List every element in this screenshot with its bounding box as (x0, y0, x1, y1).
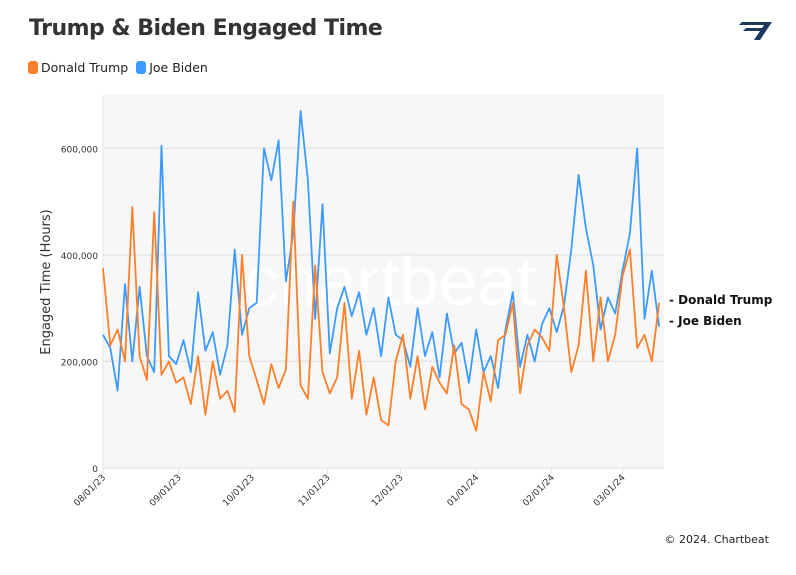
legend-label: Joe Biden (149, 60, 208, 75)
x-tick-label: 03/01/24 (592, 473, 628, 509)
end-label: - Joe Biden (669, 314, 742, 328)
series-line-joe-biden (102, 110, 660, 392)
x-tick-label: 09/01/23 (148, 473, 184, 509)
legend-label: Donald Trump (41, 60, 129, 75)
plot-area (103, 95, 664, 468)
legend-item-biden[interactable]: Joe Biden (136, 60, 208, 75)
x-tick-label: 01/01/24 (446, 473, 482, 509)
x-tick-label: 11/01/23 (297, 473, 333, 509)
footer-copyright: © 2024. Chartbeat (664, 533, 769, 546)
x-tick-label: 12/01/23 (370, 473, 406, 509)
legend-swatch (28, 61, 38, 74)
legend-item-trump[interactable]: Donald Trump (28, 60, 128, 75)
legend: Donald Trump Joe Biden (28, 60, 208, 75)
y-tick-label: 400,000 (61, 252, 98, 262)
x-tick-label: 08/01/23 (72, 473, 108, 509)
x-tick-label: 10/01/23 (221, 473, 257, 509)
chart-title: Trump & Biden Engaged Time (29, 16, 383, 41)
series-line-donald-trump (102, 200, 660, 432)
x-tick-label: 02/01/24 (521, 473, 557, 509)
y-axis-label: Engaged Time (Hours) (39, 209, 54, 354)
y-tick-label: 200,000 (61, 358, 98, 368)
end-label: - Donald Trump (669, 293, 773, 307)
y-tick-label: 600,000 (61, 145, 98, 155)
chartbeat-logo-icon (739, 22, 772, 40)
y-tick-label: 0 (92, 465, 98, 475)
legend-swatch (136, 61, 147, 74)
